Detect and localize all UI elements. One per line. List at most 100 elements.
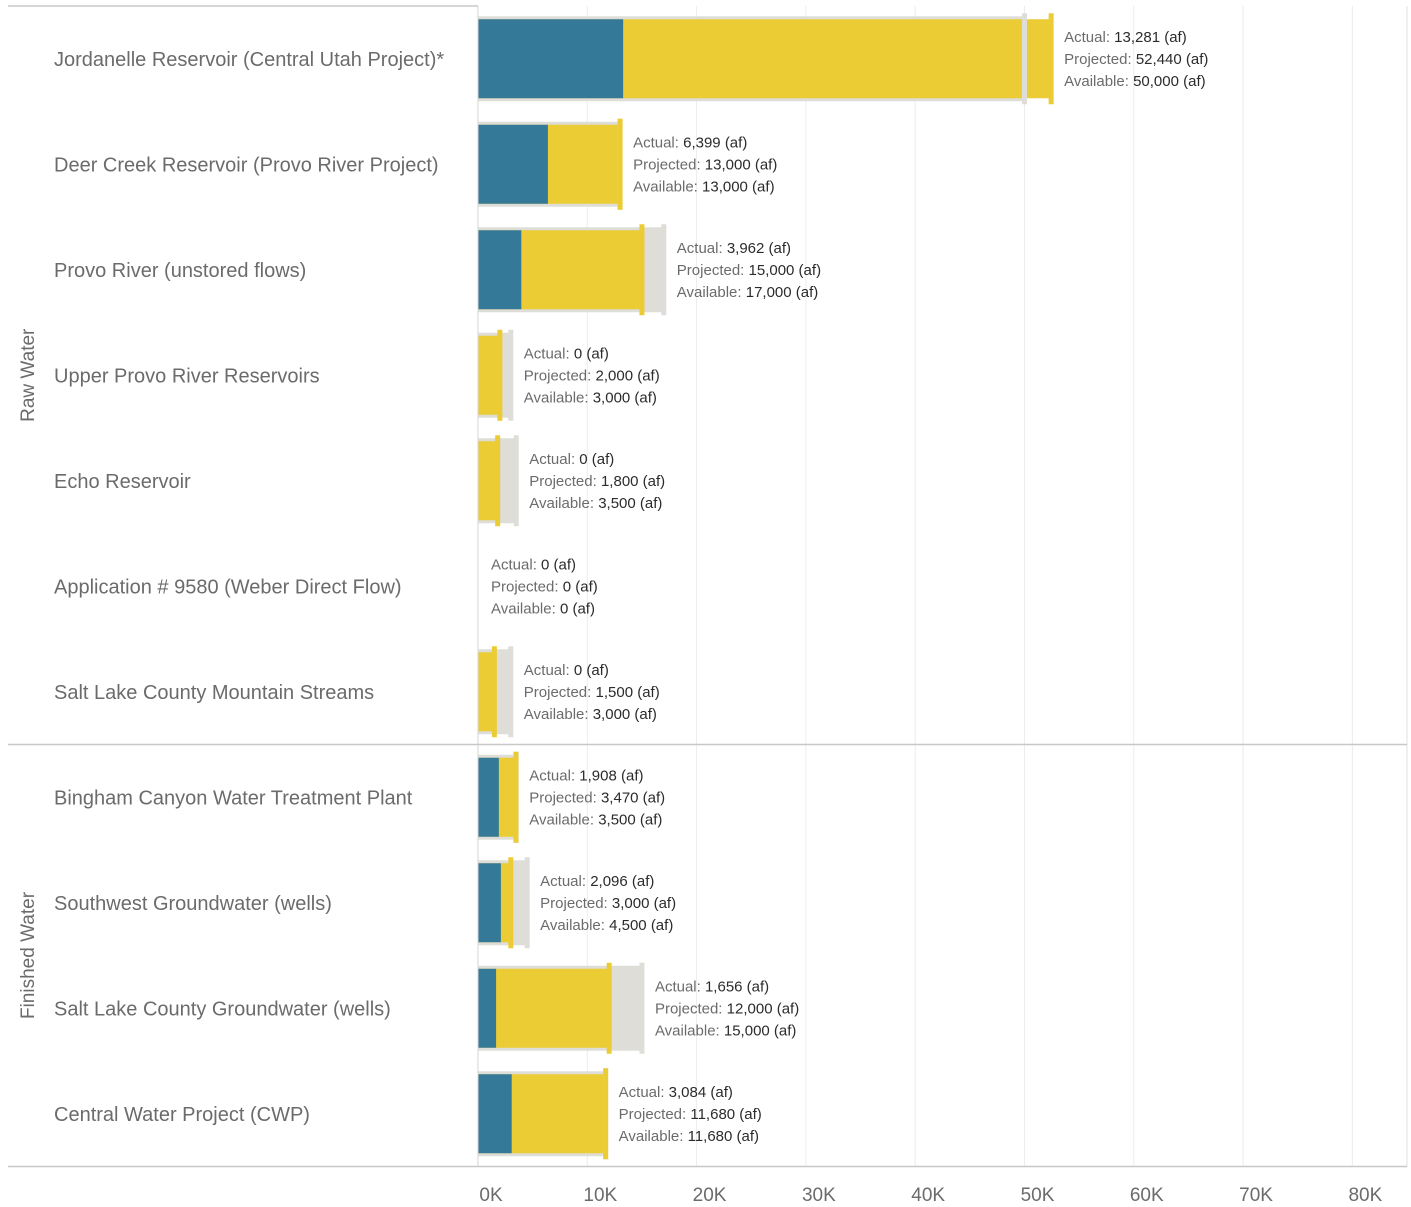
category-label: Central Water Project (CWP): [54, 1104, 310, 1126]
annotation-value: 15,000 (af): [724, 1022, 797, 1039]
projected-marker: [497, 329, 503, 421]
projected-marker: [639, 224, 645, 316]
category-label: Upper Provo River Reservoirs: [54, 365, 320, 387]
annotation-key: Actual:: [524, 345, 574, 362]
annotation-value: 0 (af): [541, 556, 576, 573]
projected-bar: [478, 335, 500, 415]
projected-marker: [603, 1068, 609, 1160]
x-tick-label: 70K: [1239, 1185, 1273, 1206]
bar-row: Salt Lake County Mountain Streams Actual:…: [54, 646, 660, 738]
annotation-value: 3,000 (af): [593, 706, 657, 723]
annotation-value: 1,800 (af): [601, 473, 665, 490]
annotation-line: Projected: 15,000 (af): [677, 262, 821, 279]
annotation-key: Actual:: [540, 873, 590, 890]
annotation-key: Available:: [619, 1128, 688, 1145]
annotation-line: Available: 15,000 (af): [655, 1022, 796, 1039]
annotation-line: Projected: 3,000 (af): [540, 895, 676, 912]
annotation-line: Actual: 1,656 (af): [655, 978, 769, 995]
annotation-value: 3,962 (af): [727, 240, 791, 257]
annotation-value: 50,000 (af): [1133, 73, 1206, 90]
projected-marker: [491, 646, 497, 738]
annotation-key: Projected:: [529, 789, 601, 806]
annotation-key: Available:: [529, 495, 598, 512]
category-label: Salt Lake County Groundwater (wells): [54, 998, 391, 1020]
annotation-value: 3,470 (af): [601, 789, 665, 806]
bar-row: Salt Lake County Groundwater (wells) Actu…: [54, 962, 799, 1054]
bar-row: Jordanelle Reservoir (Central Utah Proje…: [54, 13, 1208, 105]
annotation-value: 3,000 (af): [612, 895, 676, 912]
annotation-value: 0 (af): [560, 600, 595, 617]
projected-marker: [513, 751, 519, 843]
category-label: Application # 9580 (Weber Direct Flow): [54, 576, 402, 598]
annotation-key: Available:: [633, 178, 702, 195]
x-tick-label: 10K: [583, 1185, 617, 1206]
bar-row: Southwest Groundwater (wells) Actual: 2,0…: [54, 857, 676, 949]
annotation-value: 15,000 (af): [749, 262, 822, 279]
annotation-key: Projected:: [1064, 51, 1136, 68]
available-marker: [513, 435, 519, 527]
annotation-line: Actual: 2,096 (af): [540, 873, 654, 890]
projected-marker: [606, 962, 612, 1054]
annotation-value: 0 (af): [579, 451, 614, 468]
annotation-value: 1,656 (af): [705, 978, 769, 995]
annotation-value: 3,084 (af): [669, 1084, 733, 1101]
bar-row: Echo Reservoir Actual: 0 (af) Projected: 1…: [54, 435, 665, 527]
annotation-value: 0 (af): [574, 662, 609, 679]
annotation-line: Actual: 0 (af): [524, 345, 609, 362]
projected-bar: [478, 652, 495, 732]
annotation-value: 11,680 (af): [688, 1128, 759, 1145]
category-label: Deer Creek Reservoir (Provo River Projec…: [54, 154, 439, 176]
x-tick-label: 60K: [1130, 1185, 1164, 1206]
annotation-key: Available:: [677, 284, 746, 301]
available-marker: [524, 857, 530, 949]
projected-bar: [478, 441, 498, 521]
category-label: Echo Reservoir: [54, 471, 191, 493]
annotation-key: Actual:: [1064, 29, 1114, 46]
bar-row: Central Water Project (CWP) Actual: 3,084…: [54, 1068, 762, 1160]
annotation-value: 1,908 (af): [579, 767, 643, 784]
annotation-line: Projected: 1,500 (af): [524, 684, 660, 701]
annotation-line: Available: 0 (af): [491, 600, 595, 617]
annotation-line: Projected: 3,470 (af): [529, 789, 665, 806]
annotation-line: Projected: 2,000 (af): [524, 367, 660, 384]
annotation-key: Actual:: [619, 1084, 669, 1101]
group-label: Raw Water: [18, 328, 39, 422]
category-label: Jordanelle Reservoir (Central Utah Proje…: [54, 49, 444, 71]
annotation-line: Actual: 0 (af): [524, 662, 609, 679]
annotation-key: Actual:: [491, 556, 541, 573]
available-marker: [1021, 13, 1027, 105]
annotation-line: Available: 13,000 (af): [633, 178, 774, 195]
annotation-key: Projected:: [633, 156, 705, 173]
bar-row: Deer Creek Reservoir (Provo River Projec…: [54, 118, 777, 210]
annotation-line: Actual: 3,084 (af): [619, 1084, 733, 1101]
annotation-value: 13,000 (af): [705, 156, 778, 173]
annotation-key: Actual:: [677, 240, 727, 257]
annotation-line: Actual: 1,908 (af): [529, 767, 643, 784]
annotation-key: Actual:: [529, 767, 579, 784]
category-label: Bingham Canyon Water Treatment Plant: [54, 787, 413, 809]
projected-marker: [617, 118, 623, 210]
annotation-value: 13,000 (af): [702, 178, 775, 195]
annotation-key: Available:: [524, 389, 593, 406]
group-label: Finished Water: [18, 891, 39, 1019]
projected-marker: [495, 435, 501, 527]
annotation-key: Available:: [529, 811, 598, 828]
annotation-key: Projected:: [491, 578, 563, 595]
annotation-key: Projected:: [524, 367, 596, 384]
annotation-value: 6,399 (af): [683, 134, 747, 151]
annotation-line: Available: 4,500 (af): [540, 917, 673, 934]
annotation-line: Projected: 12,000 (af): [655, 1000, 799, 1017]
bar-row: Provo River (unstored flows) Actual: 3,96…: [54, 224, 821, 316]
annotation-value: 0 (af): [574, 345, 609, 362]
annotation-key: Available:: [524, 706, 593, 723]
annotation-value: 3,500 (af): [598, 811, 662, 828]
annotation-line: Available: 11,680 (af): [619, 1128, 759, 1145]
x-tick-label: 40K: [911, 1185, 945, 1206]
bar-row: Upper Provo River Reservoirs Actual: 0 (a…: [54, 329, 660, 421]
bar-row: Application # 9580 (Weber Direct Flow) Ac…: [54, 556, 598, 617]
annotation-key: Available:: [1064, 73, 1133, 90]
annotation-line: Available: 3,000 (af): [524, 389, 657, 406]
available-marker: [661, 224, 667, 316]
annotation-key: Projected:: [655, 1000, 727, 1017]
annotation-line: Projected: 13,000 (af): [633, 156, 777, 173]
